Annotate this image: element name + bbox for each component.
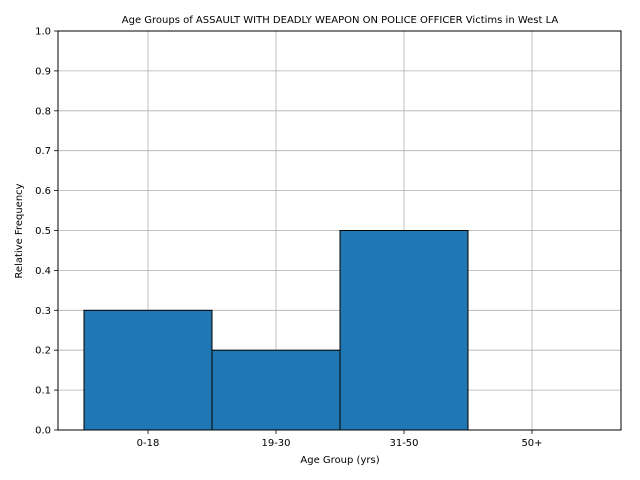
x-tick-label: 31-50: [389, 438, 418, 449]
y-tick-label: 1.0: [35, 27, 51, 38]
bar-31-50: [339, 230, 469, 431]
y-tick-label: 0.5: [35, 226, 51, 237]
y-tick-label: 0.6: [35, 186, 51, 197]
y-tick-label: 0.1: [35, 386, 51, 397]
y-tick-label: 0.9: [35, 66, 51, 77]
bar-19-30: [211, 349, 341, 431]
axes-frame: [57, 30, 622, 431]
y-tick-label: 0.8: [35, 106, 51, 117]
x-tick-label: 0-18: [137, 438, 160, 449]
y-tick-label: 0.4: [35, 266, 51, 277]
chart-title: Age Groups of ASSAULT WITH DEADLY WEAPON…: [122, 15, 559, 26]
y-tick-label: 0.7: [35, 146, 51, 157]
bar-0-18: [83, 309, 213, 431]
x-axis-label: Age Group (yrs): [300, 455, 379, 466]
y-axis-label: Relative Frequency: [14, 183, 25, 278]
y-tick-label: 0.3: [35, 306, 51, 317]
y-tick-label: 0.0: [35, 426, 51, 437]
x-tick-label: 50+: [521, 438, 542, 449]
x-tick-label: 19-30: [261, 438, 290, 449]
y-tick-label: 0.2: [35, 346, 51, 357]
plot-area: 0.0 0.1 0.2 0.3 0.4 0.5 0.6 0.7 0.8 0.9 1.0 0-18 19-…: [35, 27, 622, 449]
